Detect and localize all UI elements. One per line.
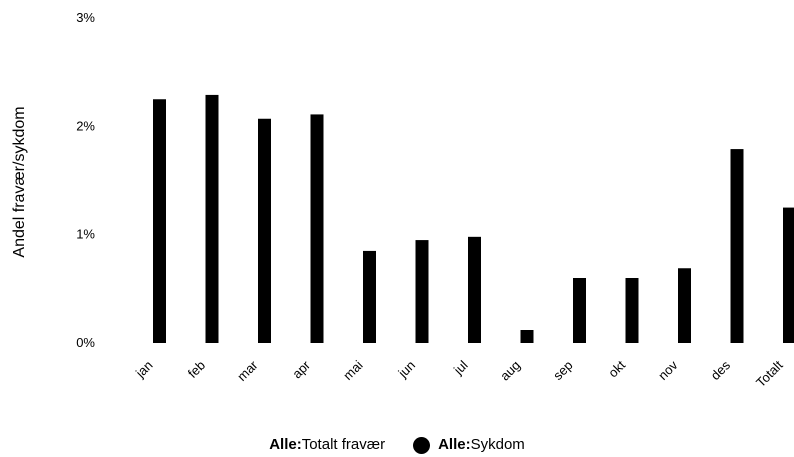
x-axis-labels: jan feb mar apr mai jun jul aug sep okt nov des Tota… — [132, 357, 786, 390]
bar-sep[interactable] — [573, 278, 586, 343]
bar-jul[interactable] — [468, 236, 481, 343]
bar-nov[interactable] — [678, 268, 691, 343]
x-tick-label: jun — [395, 358, 419, 382]
bar-aug[interactable] — [520, 330, 534, 343]
legend-item-totalt-fravaer[interactable]: Alle: Totalt fravær — [269, 436, 385, 454]
legend: Alle: Totalt fravær Alle: Sykdom — [0, 436, 794, 454]
bar-mai[interactable] — [363, 250, 376, 343]
y-tick-label: 3% — [76, 10, 95, 25]
bar-okt[interactable] — [625, 278, 639, 343]
x-tick-label: jul — [450, 357, 471, 378]
legend-marker-sykdom — [413, 436, 431, 454]
legend-group-label: Alle: — [269, 436, 302, 453]
x-tick-label: okt — [605, 357, 628, 380]
x-tick-label: feb — [185, 358, 208, 381]
x-tick-label: aug — [497, 358, 523, 384]
bar-des[interactable] — [730, 149, 744, 343]
legend-group-label: Alle: — [438, 436, 471, 453]
y-axis-title: Andel fravær/sykdom — [11, 106, 28, 257]
x-tick-label: nov — [655, 357, 681, 383]
y-tick-label: 0% — [76, 335, 95, 350]
y-axis-ticks: 0% 1% 2% 3% — [76, 10, 95, 350]
legend-item-sykdom[interactable]: Alle: Sykdom — [413, 436, 525, 454]
y-tick-label: 1% — [76, 227, 95, 242]
bar-totalt[interactable] — [783, 207, 794, 343]
x-tick-label: apr — [289, 357, 313, 381]
bar-feb[interactable] — [205, 94, 219, 344]
x-tick-label: Totalt — [753, 357, 786, 390]
legend-series-label: Sykdom — [470, 436, 525, 453]
bar-jan[interactable] — [153, 99, 166, 343]
x-tick-label: jan — [132, 358, 156, 382]
bar-mar[interactable] — [258, 118, 271, 343]
y-tick-label: 2% — [76, 118, 95, 133]
bar-apr[interactable] — [310, 114, 324, 344]
bar-jun[interactable] — [415, 240, 429, 343]
bars — [153, 94, 794, 344]
legend-series-label: Totalt fravær — [301, 436, 386, 453]
x-tick-label: des — [708, 357, 734, 383]
x-tick-label: mar — [234, 357, 261, 384]
x-tick-label: mai — [340, 357, 365, 382]
bar-chart: Andel fravær/sykdom 0% 1% 2% 3% jan feb mar ap… — [11, 10, 794, 390]
x-tick-label: sep — [550, 358, 575, 383]
